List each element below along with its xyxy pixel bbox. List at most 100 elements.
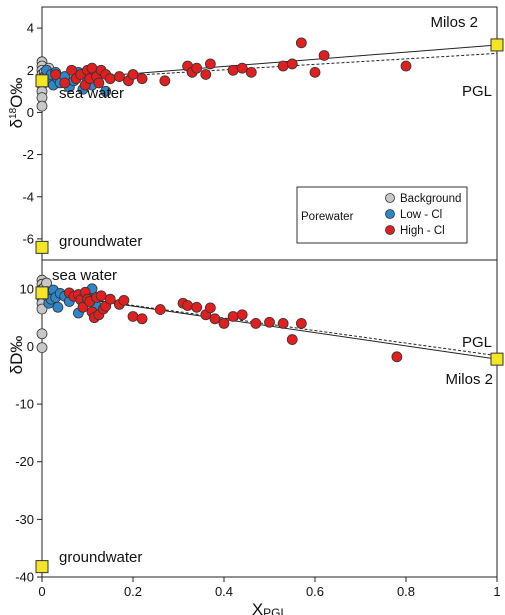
x-axis-label-sub: PGL <box>263 606 287 615</box>
data-point-high-cl <box>245 66 257 78</box>
data-point-background <box>36 303 48 315</box>
endmember-groundwater <box>35 560 49 574</box>
data-point-high-cl <box>77 301 89 313</box>
x-tick-label: 0.2 <box>124 584 142 599</box>
data-point-high-cl <box>286 334 298 345</box>
legend-marker <box>385 225 395 235</box>
y-tick-label: -40 <box>15 570 34 585</box>
data-point-high-cl <box>209 313 221 325</box>
endmember-label-milos-2: Milos 2 <box>445 371 493 388</box>
y-tick-label: -10 <box>15 397 34 412</box>
data-point-low-cl <box>100 85 112 97</box>
y-tick-label: 2 <box>27 63 34 78</box>
y-tick-label: -20 <box>15 454 34 469</box>
endmember-groundwater <box>35 240 49 254</box>
y-tick-label: 0 <box>27 339 34 354</box>
data-point-high-cl <box>95 290 107 302</box>
data-point-high-cl <box>59 77 71 89</box>
legend-marker <box>385 193 395 203</box>
data-point-high-cl <box>93 77 105 89</box>
data-point-background <box>36 100 48 112</box>
legend-box <box>296 186 468 244</box>
plot-frame <box>41 259 498 578</box>
endmember-label-groundwater: groundwater <box>59 549 142 566</box>
data-point-high-cl <box>104 73 116 85</box>
endmember-milos-2 <box>490 352 504 366</box>
legend-group-label: Porewater <box>301 211 354 223</box>
data-point-high-cl <box>227 311 239 322</box>
data-point-high-cl <box>204 302 216 314</box>
data-point-high-cl <box>113 71 125 82</box>
endmember-label-milos-2: Milos 2 <box>430 14 478 31</box>
y-tick-label: -6 <box>22 231 34 246</box>
legend-item-label: Low - Cl <box>400 209 442 221</box>
panel-delta-18o: 4 2 0 -2 -4 -6 δ18O‰ Milos 2 sea water groundwate… <box>7 6 504 261</box>
y-axis-label-main: δD‰ <box>7 336 26 375</box>
data-point-high-cl <box>136 313 148 325</box>
y-tick-label: 4 <box>27 21 34 36</box>
y-axis-label-main: δ <box>7 119 26 128</box>
legend: Porewater Background Low - Cl High - Cl <box>296 186 468 244</box>
data-point-high-cl <box>136 73 148 85</box>
y-tick-label: -2 <box>22 147 34 162</box>
data-point-high-cl <box>159 75 171 87</box>
data-point-high-cl <box>118 294 130 306</box>
data-point-high-cl <box>50 69 62 80</box>
data-point-high-cl <box>295 37 307 49</box>
data-point-high-cl <box>66 64 77 76</box>
y-axis-label-rest: O‰ <box>7 78 26 108</box>
data-point-high-cl <box>127 311 139 322</box>
data-point-high-cl <box>218 317 230 329</box>
data-point-high-cl <box>400 60 412 72</box>
data-point-low-cl <box>52 301 64 313</box>
data-point-high-cl <box>104 293 116 305</box>
data-point-background <box>36 328 48 340</box>
x-tick-label: 0.4 <box>215 584 233 599</box>
x-axis-label: XPGL <box>252 600 288 615</box>
data-point-high-cl <box>236 309 248 321</box>
data-point-high-cl <box>227 64 239 76</box>
endmember-milos-2 <box>490 38 504 52</box>
data-point-high-cl <box>236 62 248 74</box>
data-point-high-cl <box>264 316 275 328</box>
data-point-high-cl <box>154 304 166 315</box>
data-point-high-cl <box>309 66 321 78</box>
endmember-label-sea-water: sea water <box>52 267 117 284</box>
data-point-high-cl <box>250 317 262 329</box>
data-point-high-cl <box>200 69 212 80</box>
y-tick-label: -30 <box>15 512 34 527</box>
data-point-high-cl <box>277 317 289 329</box>
data-point-high-cl <box>191 301 203 313</box>
pgl-label: PGL <box>462 334 492 351</box>
x-tick-label: 0.6 <box>306 584 324 599</box>
y-axis-label: δ18O‰ <box>7 78 26 129</box>
y-tick-label: -4 <box>22 189 34 204</box>
data-point-high-cl <box>277 60 289 72</box>
x-tick-label: 1 <box>493 584 500 599</box>
legend-item-label: High - Cl <box>400 225 445 237</box>
y-tick-label: 10 <box>20 281 34 296</box>
y-tick-label: 0 <box>27 105 34 120</box>
x-axis-label-main: X <box>252 600 263 615</box>
data-point-background <box>36 342 48 354</box>
data-point-high-cl <box>391 351 403 363</box>
endmember-label-groundwater: groundwater <box>59 233 142 250</box>
endmember-sea-water <box>35 286 49 300</box>
data-point-high-cl <box>204 58 216 70</box>
data-point-high-cl <box>318 50 330 61</box>
data-point-high-cl <box>295 317 307 329</box>
data-point-high-cl <box>286 58 298 70</box>
y-axis-label-sup: 18 <box>8 107 19 119</box>
x-tick-label: 0 <box>38 584 45 599</box>
data-point-high-cl <box>191 62 203 74</box>
legend-item-label: Background <box>400 193 461 205</box>
data-point-high-cl <box>182 300 194 311</box>
data-point-high-cl <box>127 69 139 80</box>
y-axis-label: δD‰ <box>7 336 26 375</box>
endmember-sea-water <box>35 74 49 88</box>
legend-marker <box>385 209 395 219</box>
endmember-label-sea-water: sea water <box>59 85 124 102</box>
pgl-label: PGL <box>462 83 492 100</box>
